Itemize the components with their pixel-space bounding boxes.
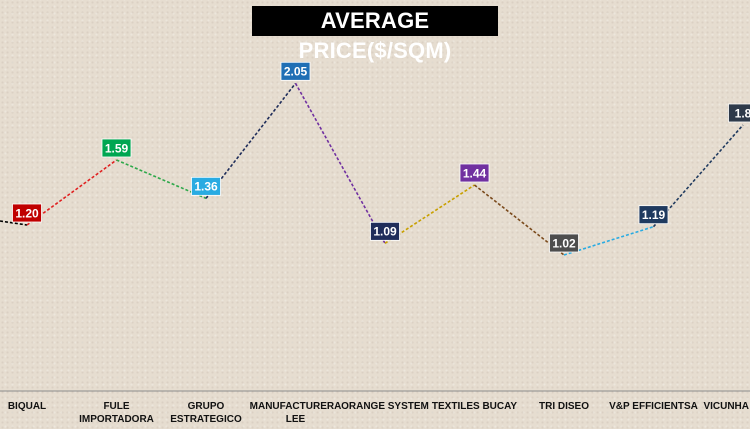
x-tick-label-3: GRUPO ESTRATEGICO [170, 401, 242, 425]
x-tick-label-8: V&P EFFICIENTSA [609, 401, 698, 412]
line-segment-7 [563, 225, 654, 256]
line-segment-5 [384, 184, 475, 245]
chart-title: AVERAGE PRICE($/SQM) [252, 6, 498, 63]
data-labels: 1.20 1.59 1.36 2.05 1.09 1.44 1.02 1.19 1.8 [12, 61, 750, 253]
data-label-7: 1.02 [549, 233, 579, 253]
x-tick-label-7: TRI DISEO [539, 401, 589, 412]
data-label-6: 1.44 [459, 163, 490, 183]
line-series [0, 82, 744, 256]
line-segment-1 [26, 159, 117, 226]
line-segment-2 [116, 159, 207, 200]
line-segment-8 [652, 124, 744, 228]
data-label-value: 1.59 [105, 141, 129, 155]
data-label-value: 1.02 [552, 236, 576, 250]
data-label-2: 1.59 [101, 138, 132, 158]
x-tick-label-6: TEXTILES BUCAY [432, 401, 518, 412]
data-label-4: 2.05 [280, 61, 311, 81]
x-tick-label-2: FULE IMPORTADORA [79, 401, 154, 425]
data-label-box [12, 203, 42, 223]
x-tick-label-9: VICUNHA [703, 401, 749, 412]
data-label-value: 1.44 [463, 166, 487, 180]
x-tick-label-1: BIQUAL [8, 401, 46, 412]
data-label-5: 1.09 [370, 221, 400, 241]
line-segment-6 [474, 184, 565, 256]
line-segment-4 [294, 82, 386, 244]
data-label-box [370, 221, 400, 241]
data-label-8: 1.19 [638, 205, 669, 225]
line-segment-lead-in [0, 220, 28, 226]
data-label-value: 1.19 [642, 208, 666, 222]
data-label-3: 1.36 [191, 176, 221, 196]
data-label-value: 2.05 [284, 65, 308, 79]
data-label-value: 1.36 [194, 180, 218, 194]
x-axis-tick-labels: BIQUAL FULE IMPORTADORA GRUPO ESTRATEGICO MAN… [8, 401, 749, 425]
data-label-9: 1.8 [728, 103, 750, 123]
data-label-box [638, 205, 669, 225]
data-label-box [191, 176, 221, 196]
data-label-box [459, 163, 490, 183]
data-label-box [280, 61, 311, 81]
data-label-box [728, 103, 750, 123]
x-tick-label-4: MANUFACTURERA LEE [250, 401, 342, 425]
data-label-value: 1.09 [373, 225, 397, 239]
data-label-box [549, 233, 579, 253]
data-label-value: 1.20 [15, 206, 39, 220]
line-segment-3 [205, 82, 297, 199]
data-label-box [101, 138, 132, 158]
x-tick-label-5: ORANGE SYSTEM [341, 401, 429, 412]
data-label-1: 1.20 [12, 203, 42, 223]
data-label-value: 1.8 [735, 106, 750, 120]
